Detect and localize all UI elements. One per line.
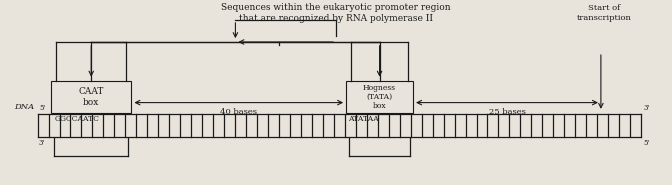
Bar xyxy=(51,81,132,113)
Text: 40 bases: 40 bases xyxy=(220,108,257,116)
Text: ATATAA: ATATAA xyxy=(348,115,379,122)
Text: 5': 5' xyxy=(39,104,45,112)
Text: 5': 5' xyxy=(643,139,650,147)
Bar xyxy=(346,81,413,113)
Text: Sequences within the eukaryotic promoter region
that are recognized by RNA polym: Sequences within the eukaryotic promoter… xyxy=(221,3,451,23)
Text: Start of
transcription: Start of transcription xyxy=(577,4,632,22)
Text: CAAT
box: CAAT box xyxy=(79,87,104,107)
Text: Hogness
(TATA)
box: Hogness (TATA) box xyxy=(363,84,396,110)
Text: DNA: DNA xyxy=(14,103,34,111)
Text: GGCCAATC: GGCCAATC xyxy=(54,115,99,122)
Text: 25 bases: 25 bases xyxy=(489,108,526,116)
Text: 3': 3' xyxy=(39,139,45,147)
Text: 3': 3' xyxy=(643,104,649,112)
